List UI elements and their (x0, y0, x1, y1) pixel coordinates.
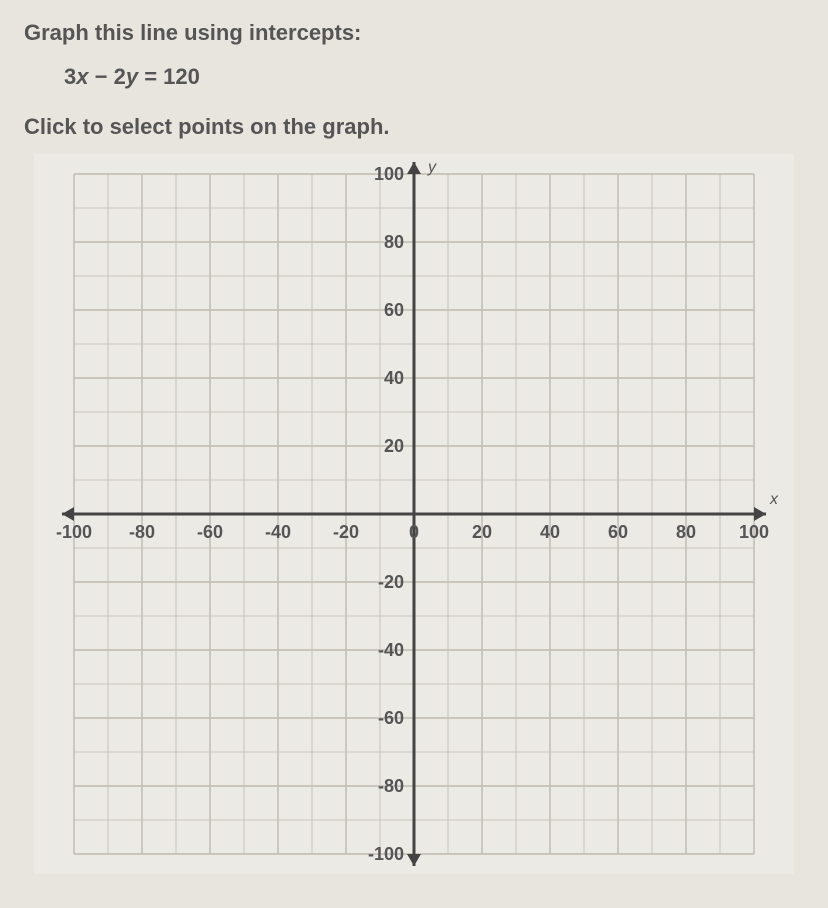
svg-text:20: 20 (472, 522, 492, 542)
rhs: 120 (163, 64, 200, 89)
instruction-text: Click to select points on the graph. (24, 114, 804, 140)
svg-text:40: 40 (384, 368, 404, 388)
equation: 3x − 2y = 120 (64, 64, 804, 90)
coef2: 2 (114, 64, 126, 89)
svg-text:-20: -20 (378, 572, 404, 592)
svg-text:60: 60 (384, 300, 404, 320)
svg-text:0: 0 (409, 522, 419, 542)
svg-text:y: y (427, 159, 437, 176)
svg-text:x: x (769, 491, 779, 508)
svg-text:-40: -40 (378, 640, 404, 660)
operator-minus: − (89, 64, 114, 89)
svg-text:100: 100 (374, 164, 404, 184)
svg-text:-80: -80 (378, 776, 404, 796)
svg-text:-40: -40 (265, 522, 291, 542)
var-y: y (126, 64, 138, 89)
coordinate-graph[interactable]: -100 -80 -60 -40 -20 0 20 40 60 80 100 20 40 60 80 100 -… (34, 154, 794, 874)
svg-text:-60: -60 (197, 522, 223, 542)
svg-text:100: 100 (739, 522, 769, 542)
problem-heading: Graph this line using intercepts: (24, 20, 804, 46)
graph-svg[interactable]: -100 -80 -60 -40 -20 0 20 40 60 80 100 20 40 60 80 100 -… (34, 154, 794, 874)
svg-text:80: 80 (676, 522, 696, 542)
svg-text:-100: -100 (368, 844, 404, 864)
coef1: 3 (64, 64, 76, 89)
var-x: x (76, 64, 88, 89)
equals: = (138, 64, 163, 89)
svg-text:20: 20 (384, 436, 404, 456)
svg-text:-60: -60 (378, 708, 404, 728)
svg-text:80: 80 (384, 232, 404, 252)
svg-text:40: 40 (540, 522, 560, 542)
svg-text:-100: -100 (56, 522, 92, 542)
svg-text:60: 60 (608, 522, 628, 542)
svg-text:-80: -80 (129, 522, 155, 542)
svg-text:-20: -20 (333, 522, 359, 542)
